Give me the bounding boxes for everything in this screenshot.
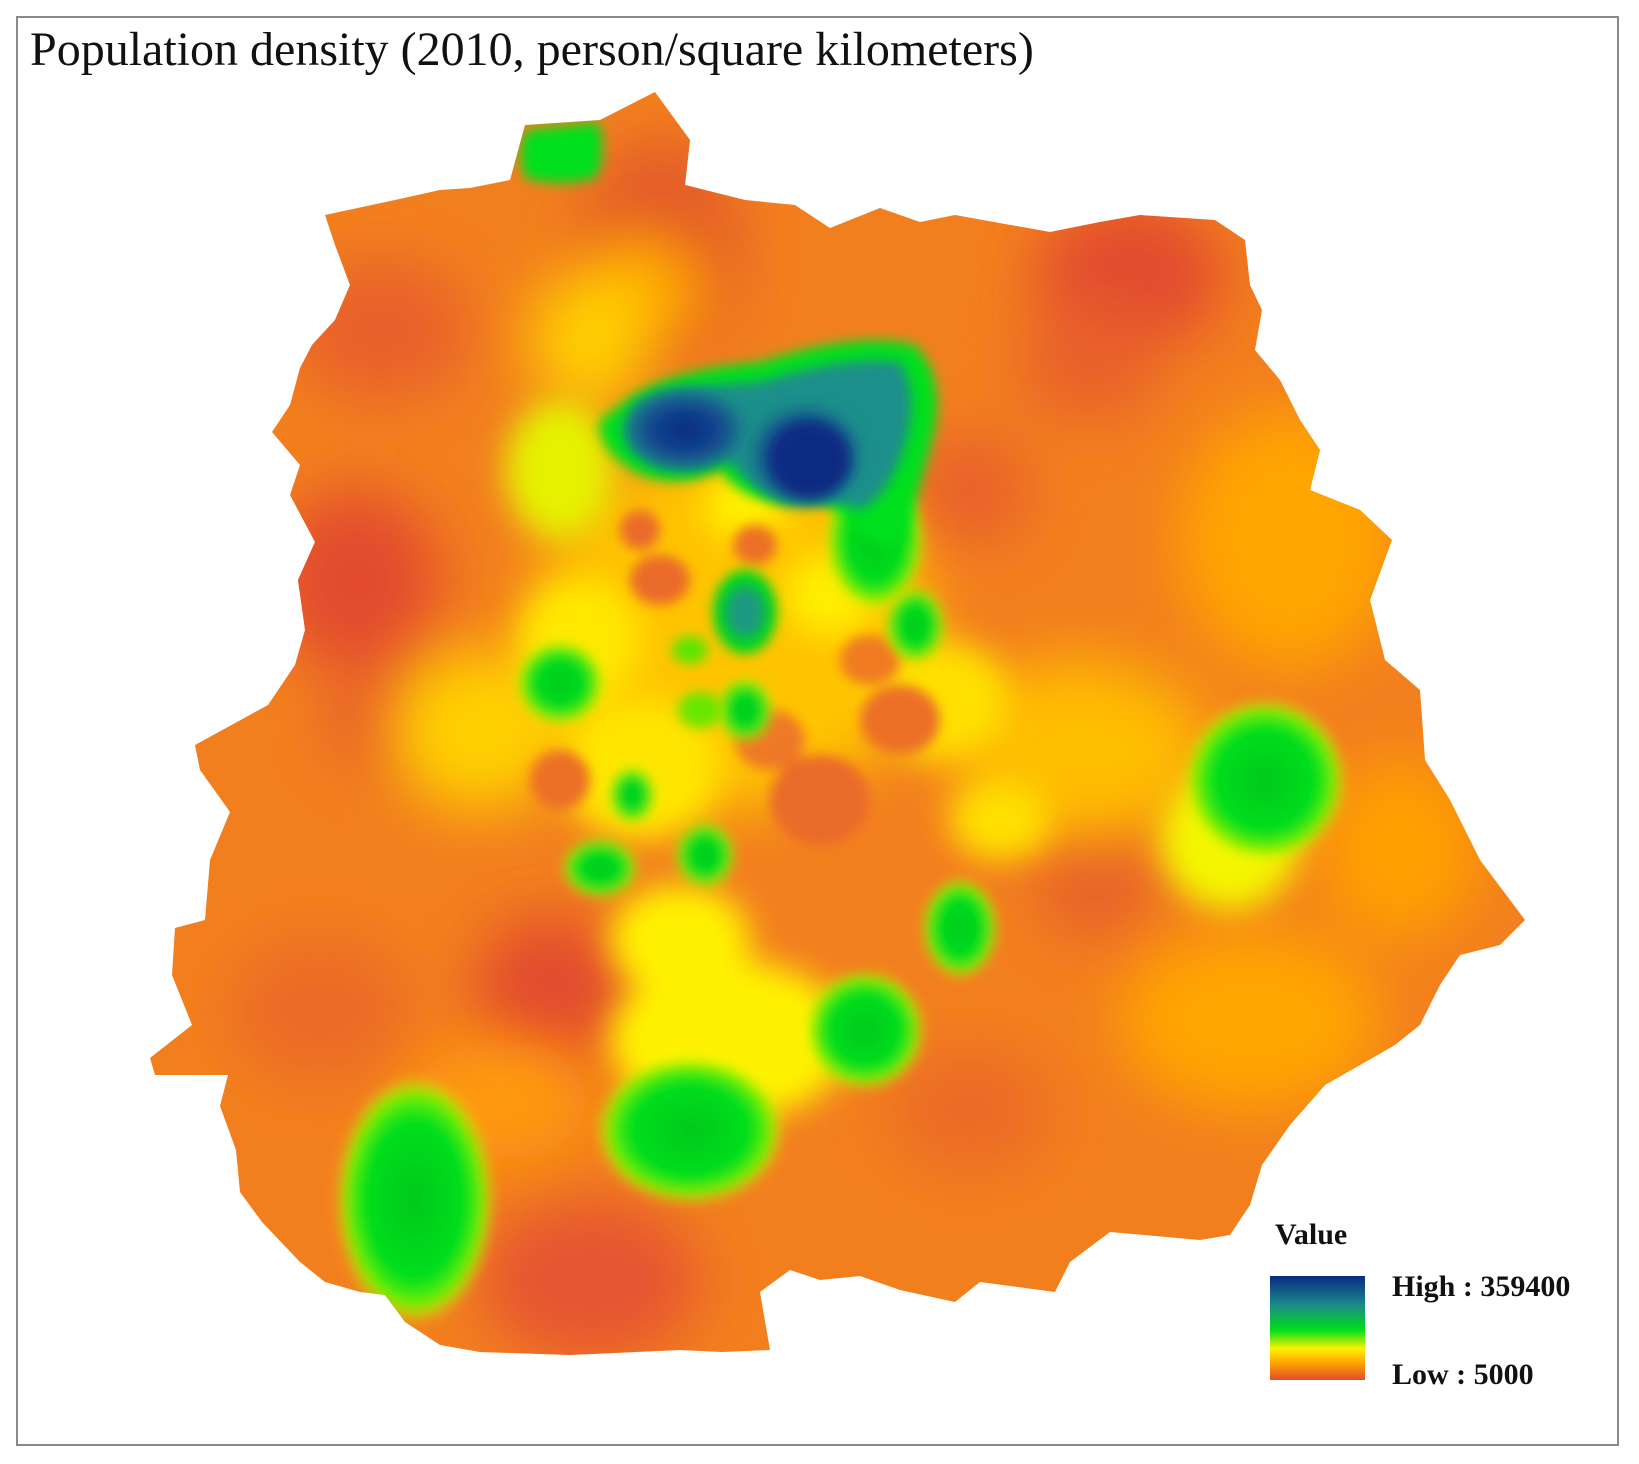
legend-color-ramp	[1270, 1276, 1365, 1380]
core-density-zone	[599, 340, 938, 547]
legend-high-label: High : 359400	[1392, 1270, 1571, 1303]
high-density-zones	[335, 122, 1347, 1325]
density-surface	[150, 92, 1525, 1355]
legend-title: Value	[1275, 1218, 1348, 1251]
legend: Value High : 359400 Low : 5000	[1270, 1218, 1610, 1408]
map-title: Population density (2010, person/square …	[30, 23, 1034, 76]
legend-low-label: Low : 5000	[1392, 1358, 1534, 1391]
inner-city-patches	[530, 510, 940, 845]
